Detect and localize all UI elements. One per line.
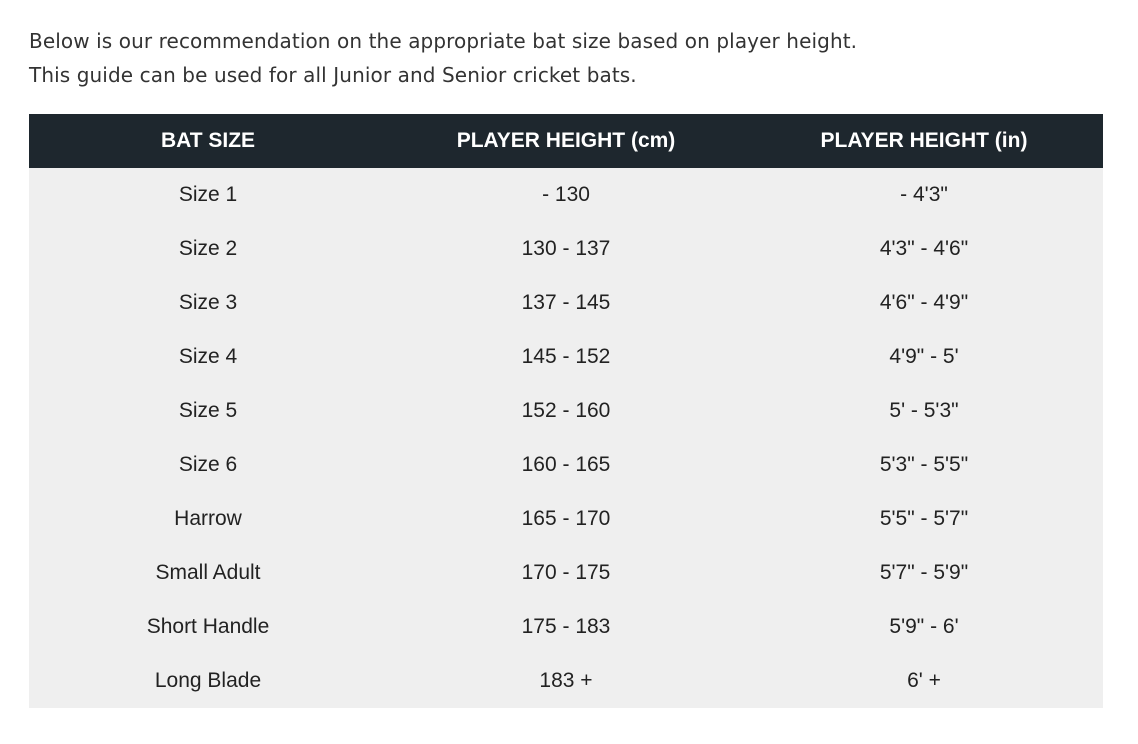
cell-height-in: - 4'3": [745, 168, 1103, 222]
cell-height-in: 4'6" - 4'9": [745, 276, 1103, 330]
cell-bat-size: Size 1: [29, 168, 387, 222]
header-bat-size: BAT SIZE: [29, 114, 387, 168]
intro-text: Below is our recommendation on the appro…: [29, 24, 857, 92]
table-header-row: BAT SIZE PLAYER HEIGHT (cm) PLAYER HEIGH…: [29, 114, 1103, 168]
cell-height-cm: - 130: [387, 168, 745, 222]
cell-height-in: 5'5" - 5'7": [745, 492, 1103, 546]
cell-bat-size: Size 5: [29, 384, 387, 438]
cell-height-in: 4'9" - 5': [745, 330, 1103, 384]
intro-line-1: Below is our recommendation on the appro…: [29, 29, 858, 53]
cell-bat-size: Size 4: [29, 330, 387, 384]
intro-line-2: This guide can be used for all Junior an…: [29, 63, 637, 87]
cell-height-cm: 160 - 165: [387, 438, 745, 492]
table-row: Short Handle 175 - 183 5'9" - 6': [29, 600, 1103, 654]
cell-height-cm: 130 - 137: [387, 222, 745, 276]
header-height-in: PLAYER HEIGHT (in): [745, 114, 1103, 168]
cell-height-in: 6' +: [745, 654, 1103, 708]
table-row: Size 4 145 - 152 4'9" - 5': [29, 330, 1103, 384]
table-row: Small Adult 170 - 175 5'7" - 5'9": [29, 546, 1103, 600]
table-row: Size 3 137 - 145 4'6" - 4'9": [29, 276, 1103, 330]
bat-size-table: BAT SIZE PLAYER HEIGHT (cm) PLAYER HEIGH…: [29, 114, 1103, 708]
table-row: Size 1- 130- 4'3": [29, 168, 1103, 222]
cell-height-in: 4'3" - 4'6": [745, 222, 1103, 276]
cell-height-in: 5'9" - 6': [745, 600, 1103, 654]
table-row: Harrow 165 - 170 5'5" - 5'7": [29, 492, 1103, 546]
cell-height-cm: 145 - 152: [387, 330, 745, 384]
table-row: Long Blade 183 +6' +: [29, 654, 1103, 708]
cell-bat-size: Size 2: [29, 222, 387, 276]
cell-height-cm: 152 - 160: [387, 384, 745, 438]
cell-bat-size: Harrow: [29, 492, 387, 546]
cell-bat-size: Size 6: [29, 438, 387, 492]
cell-bat-size: Small Adult: [29, 546, 387, 600]
cell-height-cm: 183 +: [387, 654, 745, 708]
cell-height-in: 5' - 5'3": [745, 384, 1103, 438]
table-row: Size 5 152 - 160 5' - 5'3": [29, 384, 1103, 438]
cell-bat-size: Size 3: [29, 276, 387, 330]
header-height-cm: PLAYER HEIGHT (cm): [387, 114, 745, 168]
cell-height-in: 5'7" - 5'9": [745, 546, 1103, 600]
cell-height-cm: 137 - 145: [387, 276, 745, 330]
cell-bat-size: Long Blade: [29, 654, 387, 708]
table-row: Size 2 130 - 137 4'3" - 4'6": [29, 222, 1103, 276]
cell-height-in: 5'3" - 5'5": [745, 438, 1103, 492]
cell-height-cm: 165 - 170: [387, 492, 745, 546]
table-row: Size 6 160 - 165 5'3" - 5'5": [29, 438, 1103, 492]
cell-height-cm: 170 - 175: [387, 546, 745, 600]
cell-bat-size: Short Handle: [29, 600, 387, 654]
cell-height-cm: 175 - 183: [387, 600, 745, 654]
